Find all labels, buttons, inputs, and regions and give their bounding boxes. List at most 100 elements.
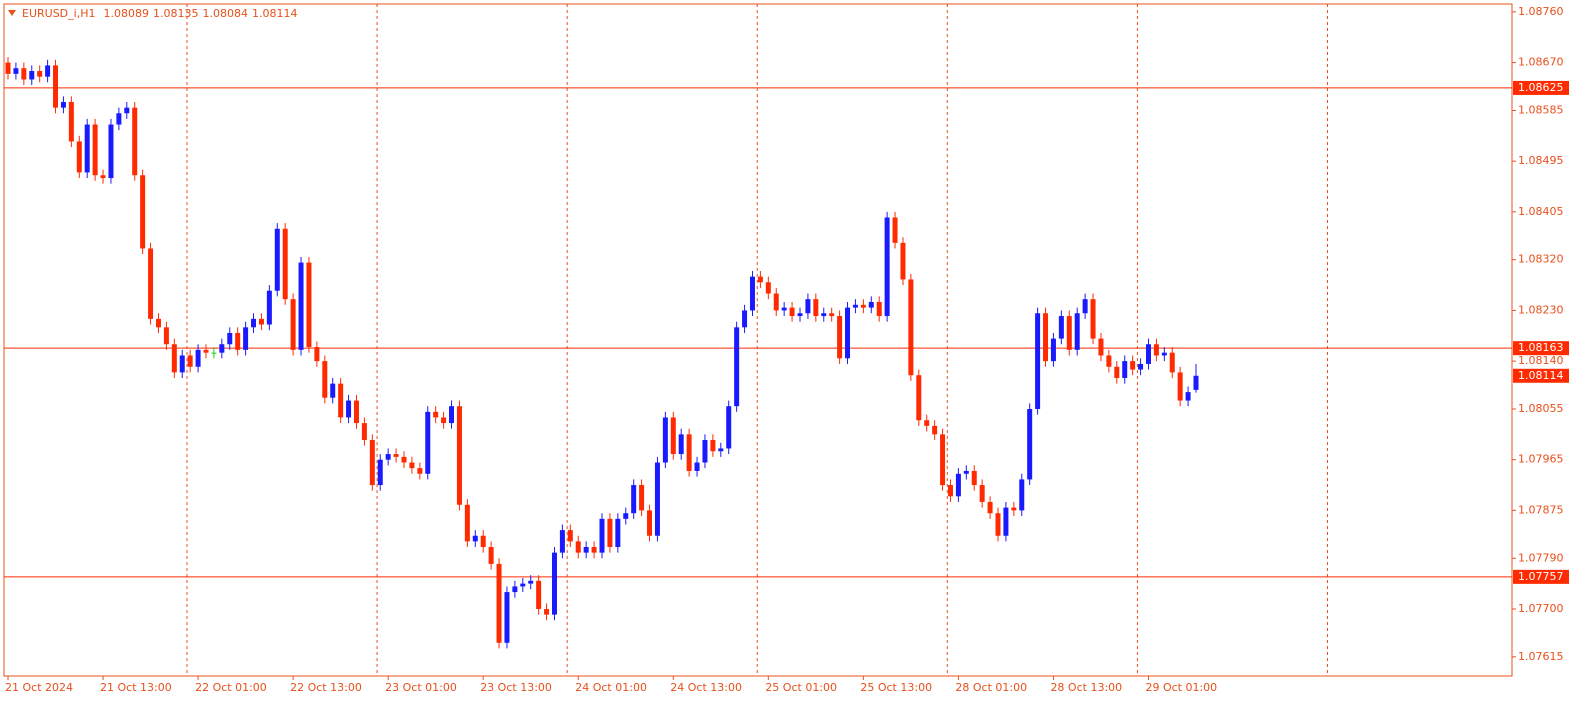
x-tick-label: 25 Oct 01:00 xyxy=(765,681,837,694)
candle-body xyxy=(417,468,423,474)
x-tick-label: 23 Oct 01:00 xyxy=(385,681,457,694)
y-tick-label: 1.07965 xyxy=(1518,453,1564,466)
candle-body xyxy=(821,313,827,317)
candle-body xyxy=(1169,352,1175,373)
y-tick-label: 1.07875 xyxy=(1518,503,1564,516)
header-low: 1.08084 xyxy=(202,7,248,20)
symbol-menu-arrow[interactable] xyxy=(8,10,16,16)
candle-body xyxy=(1161,352,1167,356)
candle-body xyxy=(868,301,874,308)
candle-body xyxy=(639,485,645,511)
candle-body xyxy=(773,293,779,311)
symbol: EURUSD_i,H1 xyxy=(22,7,95,20)
candle-body xyxy=(338,383,344,418)
candle-body xyxy=(694,462,700,471)
x-tick-label: 28 Oct 13:00 xyxy=(1050,681,1122,694)
candle-body xyxy=(805,299,811,314)
candle-body xyxy=(37,71,43,77)
candle-body xyxy=(116,113,122,125)
candle-body xyxy=(13,68,19,74)
candle-body xyxy=(813,299,819,317)
candle-body xyxy=(757,276,763,283)
y-tick-label: 1.08140 xyxy=(1518,354,1564,367)
level-tag xyxy=(1513,569,1569,584)
candle-body xyxy=(219,344,225,353)
candle-body xyxy=(797,313,803,317)
candle-body xyxy=(282,228,288,300)
candle-body xyxy=(1011,507,1017,511)
candle-body xyxy=(678,434,684,455)
candle-body xyxy=(1193,375,1199,390)
level-label: 1.08163 xyxy=(1518,341,1564,354)
candle-body xyxy=(955,473,961,497)
candle-body xyxy=(148,248,154,319)
candle-body xyxy=(567,530,573,542)
candle-body xyxy=(322,361,328,398)
candle-body xyxy=(900,242,906,280)
candle-body xyxy=(1106,355,1112,367)
candle-body xyxy=(829,313,835,317)
y-tick-label: 1.07790 xyxy=(1518,551,1564,564)
chart-header: EURUSD_i,H1 1.08089 1.08135 1.08084 1.08114 xyxy=(22,7,297,20)
level-label: 1.07757 xyxy=(1518,570,1564,583)
candle-body xyxy=(401,456,407,463)
candle-body xyxy=(1035,313,1041,410)
candle-body xyxy=(1185,392,1191,401)
y-tick-label: 1.07700 xyxy=(1518,602,1564,615)
y-tick-label: 1.08320 xyxy=(1518,253,1564,266)
candle-body xyxy=(1082,299,1088,314)
candle-body xyxy=(536,580,542,609)
candle-body xyxy=(575,541,581,553)
candle-body xyxy=(346,400,352,418)
candle-body xyxy=(488,547,494,564)
candle-body xyxy=(1019,479,1025,511)
candle-body xyxy=(607,518,613,548)
x-tick-label: 24 Oct 01:00 xyxy=(575,681,647,694)
candle-body xyxy=(1145,344,1151,364)
y-tick-label: 1.08055 xyxy=(1518,402,1564,415)
candle-body xyxy=(1153,344,1159,356)
candle-body xyxy=(852,304,858,308)
candle-body xyxy=(155,318,161,328)
candle-body xyxy=(258,318,264,325)
candle-body xyxy=(369,439,375,486)
candle-body xyxy=(726,406,732,449)
x-tick-label: 21 Oct 2024 xyxy=(5,681,73,694)
candle-body xyxy=(963,470,969,474)
candle-body xyxy=(591,547,597,553)
y-tick-label: 1.08405 xyxy=(1518,205,1564,218)
candle-body xyxy=(734,327,740,407)
candle-body xyxy=(686,434,692,471)
candle-body xyxy=(631,485,637,514)
candle-body xyxy=(876,301,882,317)
candle-body xyxy=(377,459,383,486)
candle-body xyxy=(987,501,993,514)
x-tick-label: 28 Oct 01:00 xyxy=(955,681,1027,694)
candle-body xyxy=(789,307,795,317)
candle-body xyxy=(718,448,724,452)
candle-body xyxy=(266,290,272,325)
candle-body xyxy=(60,102,66,108)
x-tick-label: 22 Oct 13:00 xyxy=(290,681,362,694)
candle-body xyxy=(615,518,621,548)
candle-body xyxy=(845,307,851,359)
candle-body xyxy=(227,332,233,345)
y-tick-label: 1.08585 xyxy=(1518,103,1564,116)
candle-body xyxy=(654,462,660,536)
level-label: 1.08625 xyxy=(1518,81,1564,94)
candle-body xyxy=(1003,507,1009,536)
candle-body xyxy=(1027,409,1033,480)
candle-body xyxy=(449,406,455,424)
candle-body xyxy=(940,434,946,486)
candle-body xyxy=(1138,363,1144,370)
candle-body xyxy=(916,375,922,421)
y-tick-label: 1.08230 xyxy=(1518,303,1564,316)
candle-body xyxy=(393,454,399,457)
candle-body xyxy=(837,316,843,359)
candle-body xyxy=(251,318,257,328)
candle-body xyxy=(995,513,1001,536)
candle-body xyxy=(211,352,217,354)
candle-body xyxy=(781,307,787,311)
candle-body xyxy=(504,592,510,643)
